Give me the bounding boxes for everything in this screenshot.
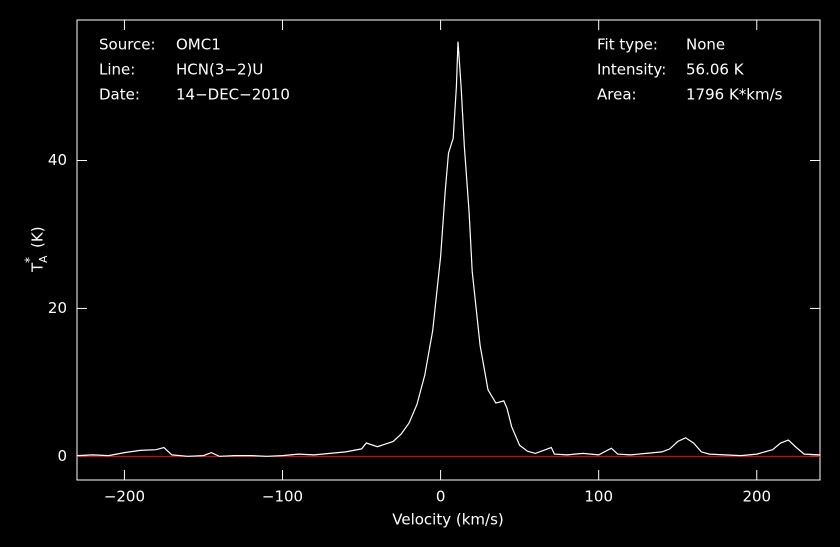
y-tick-label: 40 [48,151,67,169]
info-label: Date: [99,86,140,104]
x-tick-label: −100 [262,488,303,506]
x-tick-label: 100 [584,488,613,506]
info-label: Area: [597,86,637,104]
spectrum-line [76,41,821,457]
x-tick-label: 0 [436,488,446,506]
info-value: 56.06 K [686,61,745,79]
info-label: Fit type: [597,36,658,54]
y-tick-label: 0 [57,447,67,465]
x-tick-label: 200 [742,488,771,506]
info-value: None [686,36,725,54]
x-tick-label: −200 [104,488,145,506]
info-label: Source: [99,36,156,54]
info-value: 14−DEC−2010 [176,86,290,104]
info-value: OMC1 [176,36,221,54]
info-value: 1796 K*km/s [686,86,783,104]
y-label-sup: * [23,257,37,263]
plot-frame [76,19,821,481]
info-label: Line: [99,61,135,79]
info-value: HCN(3−2)U [176,61,263,79]
info-label: Intensity: [597,61,666,79]
x-axis-label: Velocity (km/s) [392,511,503,529]
y-label-sub: A [37,255,50,263]
y-label-main: T [29,262,47,273]
y-axis-label: T A * (K) [23,226,51,273]
y-label-unit: (K) [29,226,47,248]
y-tick-label: 20 [48,299,67,317]
